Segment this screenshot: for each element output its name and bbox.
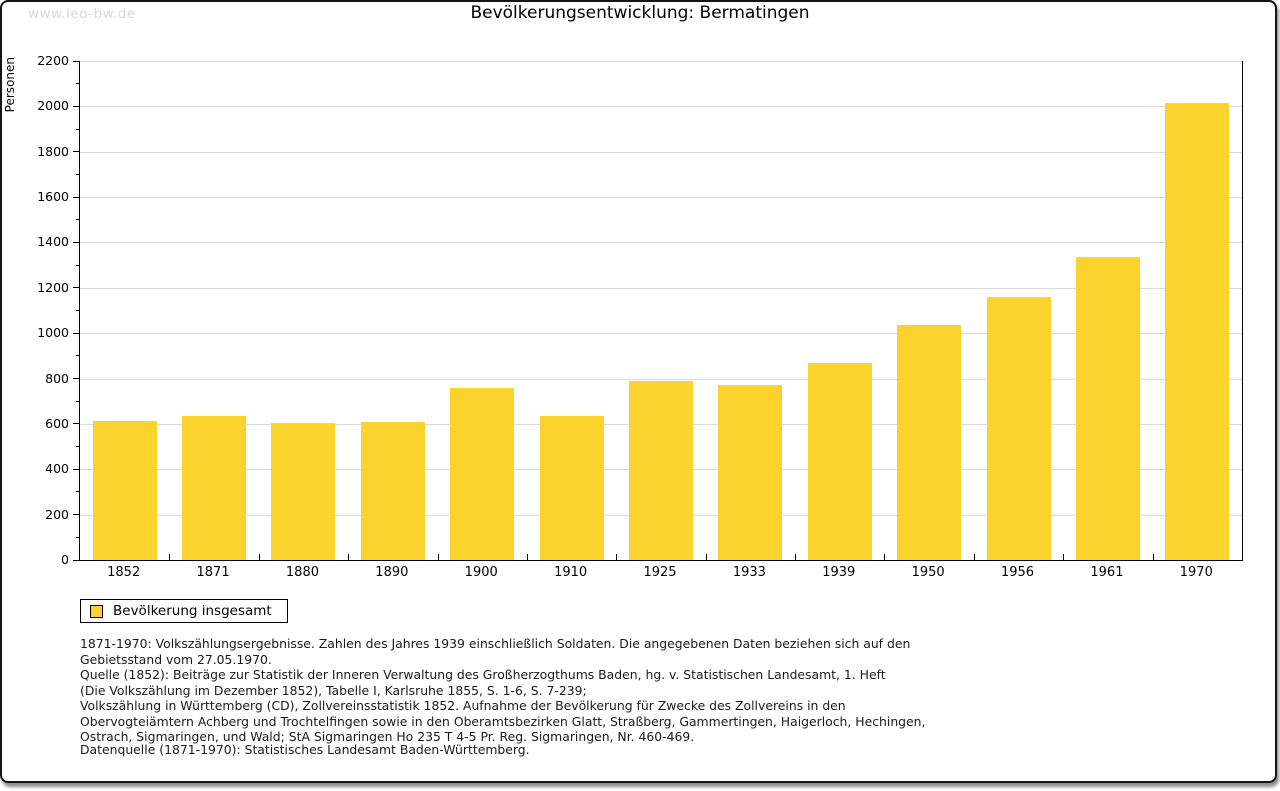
y-axis-tick — [73, 196, 79, 198]
x-axis-tick — [1152, 554, 1154, 560]
watermark: www.leo-bw.de — [28, 6, 136, 22]
y-axis-minor-tick — [76, 446, 79, 448]
x-axis-tick — [616, 554, 618, 560]
y-tick-label: 1400 — [37, 234, 69, 250]
legend-label: Bevölkerung insgesamt — [113, 603, 272, 619]
y-tick-label: 1800 — [37, 143, 69, 159]
bar-1880 — [271, 423, 336, 560]
x-tick-label: 1970 — [1179, 565, 1213, 580]
bar-1900 — [450, 388, 515, 560]
y-axis-minor-tick — [76, 83, 79, 85]
y-tick-label: 1600 — [37, 189, 69, 205]
y-axis-minor-tick — [76, 310, 79, 311]
x-tick-label: 1950 — [911, 565, 945, 580]
x-tick-label: 1852 — [107, 565, 141, 580]
footnote-line: Quelle (1852): Beiträge zur Statistik de… — [80, 667, 886, 682]
footnote-line: Gebietsstand vom 27.05.1970. — [80, 651, 272, 667]
y-axis-tick — [73, 423, 79, 425]
y-tick-label: 0 — [61, 552, 69, 567]
bar-1871 — [182, 415, 247, 560]
x-axis-tick — [884, 554, 886, 560]
y-axis-minor-tick — [76, 128, 79, 130]
x-tick-label: 1871 — [196, 565, 230, 580]
legend-swatch-icon — [90, 604, 103, 618]
y-axis-minor-tick — [76, 355, 79, 357]
y-axis-tick — [73, 241, 79, 243]
y-axis-tick — [73, 559, 79, 561]
y-tick-label: 400 — [45, 461, 69, 477]
x-axis-tick — [1063, 554, 1065, 560]
y-tick-label: 2200 — [37, 53, 69, 68]
footnote-line: 1871-1970: Volkszählungsergebnisse. Zahl… — [80, 636, 911, 651]
bar-1939 — [807, 362, 872, 560]
y-axis-tick — [73, 105, 79, 107]
x-axis-tick — [526, 554, 528, 560]
y-tick-label: 600 — [45, 415, 69, 431]
footnote-line: Ostrach, Sigmaringen, und Wald; StA Sigm… — [80, 729, 695, 744]
gridline-2000 — [80, 106, 1242, 108]
x-axis-tick — [705, 554, 707, 560]
y-axis-minor-tick — [76, 491, 79, 493]
y-tick-label: 800 — [45, 370, 69, 386]
bar-1925 — [629, 381, 693, 560]
x-axis-tick — [795, 554, 797, 560]
gridline-1200 — [80, 287, 1242, 289]
y-axis-tick — [73, 378, 79, 380]
gridline-1400 — [80, 242, 1242, 244]
y-axis-tick — [73, 332, 79, 334]
y-axis-minor-tick — [76, 536, 79, 538]
y-axis-tick — [73, 514, 79, 516]
gridline-1000 — [80, 333, 1242, 335]
legend: Bevölkerung insgesamt — [80, 599, 288, 623]
y-axis-tick — [73, 151, 79, 153]
y-axis-minor-tick — [76, 219, 79, 221]
x-tick-label: 1956 — [1000, 565, 1035, 580]
y-axis-minor-tick — [76, 400, 79, 402]
bar-1852 — [92, 420, 157, 560]
x-tick-label: 1933 — [732, 565, 766, 580]
y-axis-minor-tick — [76, 264, 79, 266]
x-tick-label: 1900 — [464, 565, 498, 580]
gridline-1600 — [80, 197, 1242, 199]
bar-1961 — [1075, 256, 1140, 560]
bar-1970 — [1165, 103, 1230, 560]
page-title: Bevölkerungsentwicklung: Bermatingen — [470, 3, 810, 23]
datasource-line: Datenquelle (1871-1970): Statistisches L… — [80, 742, 530, 757]
y-axis-tick — [73, 468, 79, 470]
x-axis-tick — [169, 554, 171, 560]
x-tick-label: 1925 — [643, 565, 677, 580]
x-axis-tick — [973, 554, 975, 560]
y-axis-tick — [73, 287, 79, 289]
bar-1910 — [539, 415, 604, 560]
y-tick-label: 2000 — [37, 98, 69, 114]
x-tick-label: 1890 — [375, 565, 409, 580]
bar-1890 — [360, 421, 425, 560]
footnote-line: Volkszählung in Württemberg (CD), Zollve… — [80, 698, 846, 713]
y-tick-label: 1000 — [37, 325, 69, 341]
footnote-line: (Die Volkszählung im Dezember 1852), Tab… — [80, 682, 587, 698]
x-axis-tick — [348, 554, 350, 560]
bar-1956 — [986, 297, 1051, 560]
gridline-800 — [80, 378, 1242, 380]
x-axis-tick — [258, 554, 260, 560]
gridline-1800 — [80, 151, 1242, 153]
y-axis-minor-tick — [76, 173, 79, 175]
x-tick-label: 1939 — [822, 565, 856, 580]
footnotes: 1871-1970: Volkszählungsergebnisse. Zahl… — [80, 636, 940, 745]
bar-1950 — [897, 325, 962, 560]
x-tick-label: 1910 — [554, 565, 588, 580]
y-tick-label: 1200 — [37, 279, 69, 295]
y-axis-tick — [73, 60, 79, 62]
x-tick-label: 1961 — [1090, 565, 1124, 580]
x-tick-label: 1880 — [285, 565, 319, 580]
plot-area — [79, 61, 1243, 561]
bar-1933 — [718, 385, 783, 560]
gridline-2200 — [80, 61, 1242, 62]
y-tick-label: 200 — [45, 506, 69, 522]
footnote-line: Obervogteiämtern Achberg und Trochtelfin… — [80, 713, 926, 729]
x-axis-tick — [437, 554, 439, 560]
